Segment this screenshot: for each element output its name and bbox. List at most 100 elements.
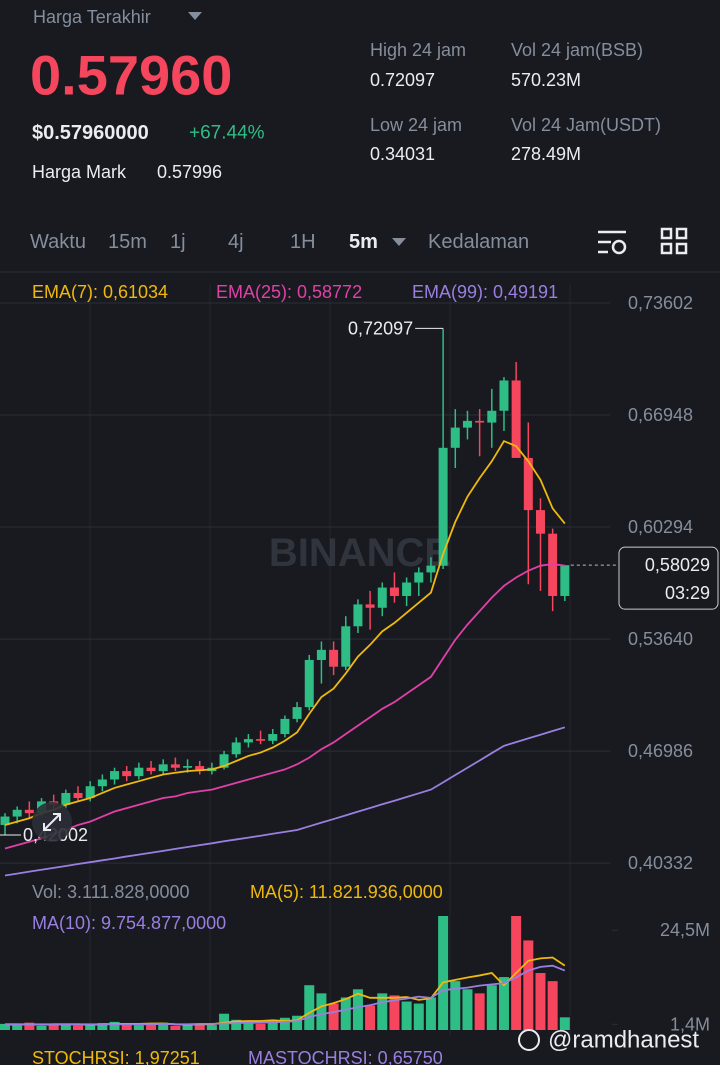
legend-entry: MA(5): 11.821.936,0000: [250, 882, 443, 902]
volume-bar: [523, 940, 534, 1030]
volume-bar: [304, 985, 315, 1030]
candle-body: [316, 649, 326, 660]
y-tick-label: 0,60294: [628, 517, 693, 537]
candle-body: [487, 410, 497, 423]
candle-body: [12, 809, 22, 817]
dropdown-icon[interactable]: [188, 12, 202, 20]
tab[interactable]: Kedalaman: [428, 231, 529, 253]
header-title[interactable]: Harga Terakhir: [33, 7, 151, 27]
candle-body: [158, 764, 168, 772]
candle-body: [219, 754, 229, 768]
tab[interactable]: Waktu: [30, 231, 86, 253]
expand-icon: [43, 813, 61, 831]
candle-body: [256, 739, 266, 741]
candle-body: [341, 626, 351, 667]
volume-bar: [60, 1023, 71, 1030]
last-price-box: [618, 546, 719, 610]
volume-bar: [255, 1023, 266, 1030]
ema-line: [4, 563, 565, 850]
candle-body: [389, 587, 399, 596]
dropdown-icon[interactable]: [392, 238, 406, 246]
candle-body: [0, 816, 10, 825]
legend-entry: EMA(7): 0,61034: [32, 282, 168, 302]
y-tick-label: 0,40332: [628, 853, 693, 873]
candle-body: [426, 565, 436, 573]
settings-icon[interactable]: [598, 230, 627, 255]
tab[interactable]: 15m: [108, 231, 147, 253]
candle-body: [61, 792, 71, 805]
candle-body: [85, 786, 95, 799]
volume-bar: [48, 1024, 59, 1030]
candle-body: [122, 771, 132, 777]
watermark: BINANCE: [269, 531, 451, 575]
tab-active[interactable]: 5m: [349, 231, 378, 253]
volume-bar: [365, 1005, 376, 1030]
y-tick-label: 24,5M: [660, 920, 710, 940]
tab[interactable]: 4j: [228, 231, 244, 253]
volume-bar: [267, 1021, 278, 1030]
candle-body: [523, 457, 533, 511]
stat-label: Low 24 jam: [370, 115, 462, 135]
candle-body: [414, 572, 424, 583]
icon-box: [675, 227, 688, 240]
candle-body: [535, 510, 545, 534]
legend-entry: EMA(99): 0,49191: [412, 282, 558, 302]
y-tick-label: 0,46986: [628, 741, 693, 761]
volume-bar: [425, 997, 436, 1030]
candle-body: [450, 427, 460, 448]
candle-body: [499, 380, 509, 411]
icon-circle: [611, 239, 627, 255]
candle-body: [195, 766, 205, 772]
mastochrsi-label: MASTOCHRSI: 0,65750: [248, 1048, 443, 1065]
volume-bar: [24, 1022, 35, 1030]
candle-body: [511, 380, 521, 458]
candle-body: [268, 734, 278, 741]
candle-body: [560, 565, 570, 596]
chart-layer: 0,73602 0,66948 0,60294 0,53640 0,46986 0,403…: [0, 282, 719, 1034]
volume-bar: [109, 1021, 120, 1030]
tab[interactable]: 1H: [290, 231, 316, 253]
stat-value: 0.72097: [370, 70, 435, 90]
legend-entry: EMA(25): 0,58772: [216, 282, 362, 302]
stochrsi-label: STOCHRSI: 1,97251: [32, 1048, 200, 1065]
stat-label: Vol 24 Jam(USDT): [511, 115, 661, 135]
volume-bar: [121, 1023, 132, 1030]
volume-bar: [413, 1003, 424, 1030]
ma-line: [5, 964, 566, 1026]
volume-bar: [133, 1025, 144, 1030]
stat-value: 570.23M: [511, 70, 581, 90]
volume-bar: [97, 1023, 108, 1030]
volume-bar: [389, 995, 400, 1030]
candle-body: [462, 420, 472, 428]
stat-value: 0.34031: [370, 144, 435, 164]
volume-bar: [12, 1025, 23, 1030]
countdown: 03:29: [665, 583, 710, 603]
volume-bar: [316, 993, 327, 1030]
volume-bar: [231, 1019, 242, 1030]
volume-bar: [328, 1003, 339, 1030]
tab[interactable]: 1j: [170, 231, 186, 253]
last-price: 0.57960: [30, 44, 232, 107]
last-price-label: 0,58029: [645, 555, 710, 575]
candle-body: [231, 742, 241, 755]
y-tick-label: 0,53640: [628, 629, 693, 649]
volume-bar: [194, 1023, 205, 1030]
credit-icon: [518, 1029, 540, 1051]
layout-icon[interactable]: [660, 227, 688, 255]
mark-price: 0.57996: [157, 162, 222, 182]
candle-body: [475, 420, 485, 423]
stat-label: Vol 24 jam(BSB): [511, 40, 643, 60]
volume-bar: [438, 915, 449, 1030]
legend-entry: MA(10): 9.754.877,0000: [32, 913, 226, 933]
volume-bar: [206, 1025, 217, 1030]
candle-body: [146, 767, 156, 772]
candle-body: [329, 649, 339, 667]
volume-bar: [182, 1024, 193, 1030]
volume-bar: [535, 972, 546, 1030]
volume-bar: [340, 997, 351, 1030]
stat-label: High 24 jam: [370, 40, 466, 60]
candle-body: [24, 809, 34, 814]
volume-bar: [547, 981, 558, 1030]
